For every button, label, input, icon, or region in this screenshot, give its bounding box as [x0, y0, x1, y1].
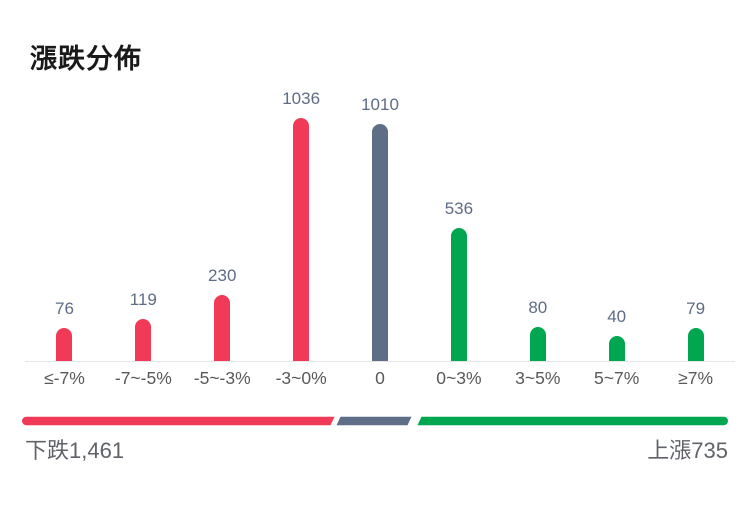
bar-value-label: 1036 — [282, 89, 321, 108]
category-label: -3~0% — [275, 368, 327, 388]
advancers-count: 735 — [691, 438, 728, 463]
bar-chart-plot-area: 76 119 230 1036 1010 536 80 40 79 — [25, 61, 735, 362]
page-title: 漲跌分佈 — [30, 44, 142, 74]
category-label: 0 — [375, 368, 385, 388]
bar-column: 40 — [577, 61, 656, 361]
neutral-ratio-segment — [336, 416, 412, 426]
bar — [608, 336, 625, 361]
summary-ratio-bar — [22, 416, 728, 426]
category-label: 0~3% — [436, 368, 482, 388]
up-ratio-segment — [417, 416, 728, 426]
advancers-label: 上漲 — [647, 438, 692, 463]
bar-column: 1010 — [341, 61, 420, 361]
decliners-label: 下跌 — [25, 438, 70, 463]
bar-value-label: 79 — [686, 299, 706, 318]
category-label: 5~7% — [594, 368, 640, 388]
bar-value-label: 76 — [54, 299, 74, 318]
bar — [214, 295, 231, 361]
bar — [687, 328, 704, 361]
bar-column: 230 — [183, 61, 262, 361]
bar-column: 80 — [498, 61, 577, 361]
bar-value-label: 80 — [528, 298, 548, 317]
bar — [450, 228, 467, 361]
category-label: -5~-3% — [193, 368, 251, 388]
bar-value-label: 230 — [208, 266, 237, 285]
bar — [135, 319, 152, 361]
bar-column: 79 — [656, 61, 735, 361]
advancers-total: 上漲735 — [647, 438, 728, 464]
category-label: ≥7% — [678, 368, 714, 388]
decliners-count: 1,461 — [69, 438, 125, 463]
bar — [529, 327, 546, 361]
category-axis: ≤-7% -7~-5% -5~-3% -3~0% 0 0~3% 3~5% 5~7% ≥7% — [25, 368, 735, 388]
decliners-total: 下跌1,461 — [25, 438, 124, 464]
bar-value-label: 536 — [444, 199, 474, 218]
category-label: ≤-7% — [44, 368, 85, 388]
category-label: -7~-5% — [114, 368, 172, 388]
bar-value-label: 40 — [607, 307, 627, 326]
bar-value-label: 119 — [129, 290, 157, 309]
bar — [56, 328, 73, 361]
bar — [293, 118, 310, 361]
bar-column: 1036 — [262, 61, 341, 361]
bar-column: 536 — [419, 61, 498, 361]
bar — [372, 124, 388, 361]
category-label: 3~5% — [515, 368, 561, 388]
bar-column: 119 — [104, 61, 183, 361]
down-ratio-segment — [22, 416, 335, 426]
bar-value-label: 1010 — [361, 95, 399, 114]
bar-column: 76 — [25, 61, 104, 361]
